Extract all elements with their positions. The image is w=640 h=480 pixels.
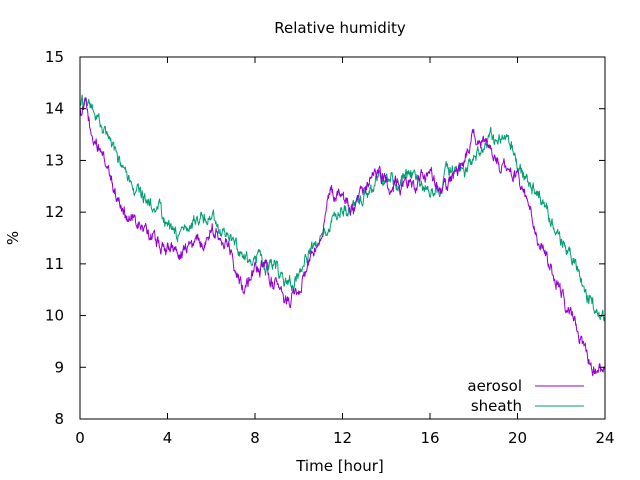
x-tick-label: 24 <box>595 429 614 447</box>
y-axis-label: % <box>4 231 22 245</box>
x-axis-label: Time [hour] <box>295 457 384 475</box>
y-tick-label: 12 <box>45 203 64 221</box>
legend: aerosol sheath <box>467 377 584 415</box>
x-tick-label: 12 <box>333 429 352 447</box>
y-tick-label: 14 <box>45 100 64 118</box>
legend-label-aerosol: aerosol <box>467 377 522 395</box>
y-tick-label: 10 <box>45 307 64 325</box>
x-tick-label: 4 <box>163 429 173 447</box>
series-line-aerosol <box>79 97 606 377</box>
x-tick-label: 20 <box>508 429 527 447</box>
x-tick-label: 8 <box>250 429 260 447</box>
y-tick-label: 13 <box>45 151 64 169</box>
ticks-layer: 0 4 8 12 16 20 24 8 9 10 11 12 13 14 15 <box>45 48 615 447</box>
x-tick-label: 16 <box>420 429 439 447</box>
y-tick-label: 15 <box>45 48 64 66</box>
y-tick-label: 11 <box>45 255 64 273</box>
legend-label-sheath: sheath <box>471 397 522 415</box>
series-layer <box>79 94 606 377</box>
plot-frame <box>79 56 606 420</box>
y-tick-label: 9 <box>54 358 64 376</box>
x-tick-label: 0 <box>75 429 85 447</box>
y-tick-label: 8 <box>54 410 64 428</box>
chart-title: Relative humidity <box>274 19 406 37</box>
series-line-sheath <box>79 94 606 322</box>
